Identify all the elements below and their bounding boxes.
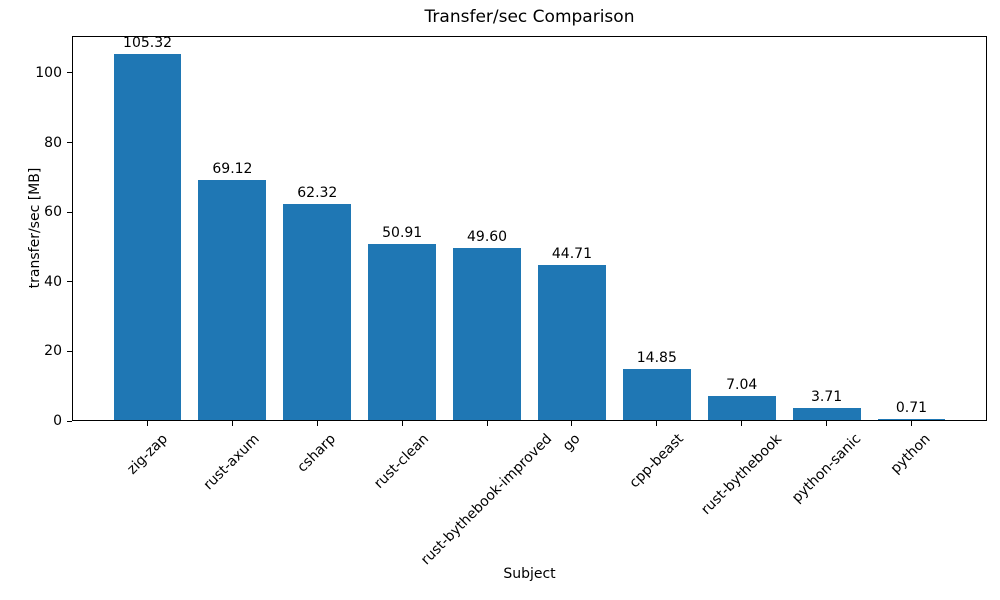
y-tick-mark [67, 72, 72, 74]
bar-value-label: 62.32 [297, 185, 338, 202]
x-tick-mark [316, 421, 318, 426]
bar [877, 418, 946, 421]
bar [198, 180, 267, 421]
y-tick-mark [67, 350, 72, 352]
y-tick-label: 40 [44, 273, 62, 290]
bar [707, 396, 776, 421]
x-tick-label: python-sanic [788, 430, 864, 507]
x-tick-mark [741, 421, 743, 426]
x-tick-mark [571, 421, 573, 426]
y-tick-label: 100 [35, 64, 62, 81]
y-tick-mark [67, 281, 72, 283]
bar-value-label: 0.71 [895, 399, 928, 416]
bar-value-label: 3.71 [810, 389, 843, 406]
y-tick-label: 60 [44, 204, 62, 221]
bar [537, 265, 606, 421]
x-tick-label: go [559, 430, 584, 455]
bar-value-label: 7.04 [726, 377, 758, 394]
y-tick-mark [67, 211, 72, 213]
x-tick-label: csharp [294, 430, 340, 476]
bar [283, 204, 352, 421]
bar [113, 54, 182, 421]
x-tick-mark [486, 421, 488, 426]
y-tick-mark [67, 142, 72, 144]
y-tick-label: 0 [53, 413, 62, 429]
bar [622, 369, 691, 421]
x-tick-label: zig-zap [123, 431, 171, 478]
chart-title: Transfer/sec Comparison [424, 7, 635, 27]
x-tick-label: rust-axum [201, 431, 264, 494]
x-tick-label: rust-clean [371, 430, 433, 492]
x-tick-label: python [888, 431, 935, 477]
x-axis-label: Subject [503, 566, 556, 582]
x-tick-label: cpp-beast [626, 430, 687, 492]
bar-value-label: 14.85 [636, 350, 677, 367]
bar-value-label: 50.91 [382, 224, 423, 241]
bar [453, 248, 521, 421]
y-tick-mark [67, 420, 72, 422]
x-tick-mark [826, 421, 828, 426]
x-tick-label: rust-bythebook-improved [418, 431, 556, 569]
x-tick-mark [147, 421, 149, 426]
x-tick-mark [656, 421, 658, 426]
bar-value-label: 49.60 [467, 229, 508, 246]
y-axis-label: transfer/sec [MB] [27, 167, 43, 289]
x-tick-mark [231, 421, 233, 426]
bar-value-label: 69.12 [212, 161, 253, 178]
x-tick-mark [401, 421, 403, 426]
bar [792, 408, 861, 421]
x-tick-mark [910, 421, 912, 426]
y-tick-label: 20 [44, 343, 62, 360]
x-tick-label: rust-bythebook [697, 431, 785, 518]
bar [368, 243, 437, 421]
bar-value-label: 44.71 [551, 246, 592, 263]
y-tick-label: 80 [44, 134, 62, 151]
bar-value-label: 105.32 [123, 35, 173, 52]
